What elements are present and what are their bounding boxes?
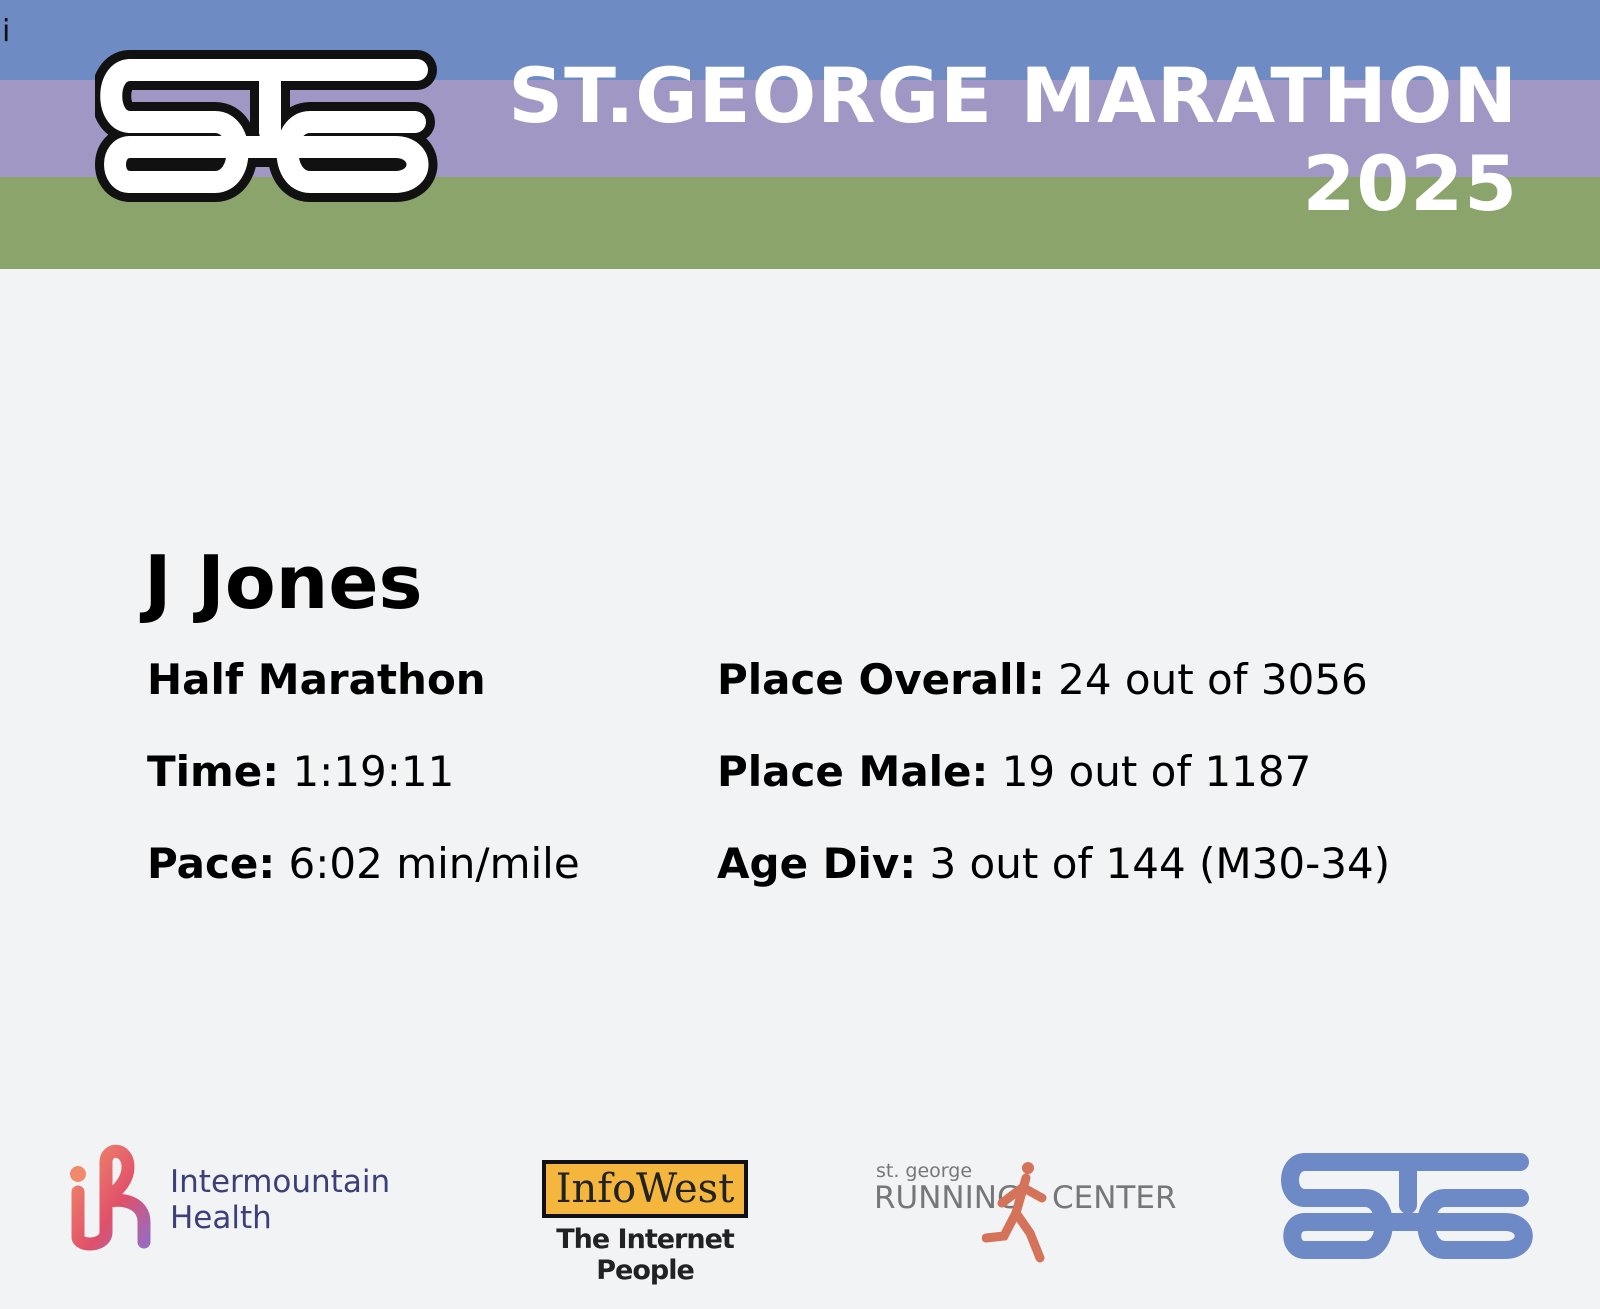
race-type-label: Half Marathon <box>147 655 486 704</box>
sponsor-intermountain: Intermountain Health <box>66 1142 390 1256</box>
place-overall: Place Overall: 24 out of 3056 <box>717 655 1368 704</box>
stg-logo <box>95 50 438 202</box>
running-left-text: RUNNING <box>874 1180 1021 1216</box>
text-cursor: i <box>2 14 11 49</box>
age-division: Age Div: 3 out of 144 (M30-34) <box>717 839 1390 888</box>
intermountain-line2: Health <box>170 1200 272 1236</box>
runner-name: J Jones <box>144 540 423 626</box>
sponsor-running-center: st. george RUNNING CENTER <box>874 1160 1194 1270</box>
age-div-label: Age Div: <box>717 839 917 888</box>
place-male-label: Place Male: <box>717 747 989 796</box>
pace-label: Pace: <box>147 839 276 888</box>
stg-logo-blue <box>1281 1153 1533 1259</box>
age-div-value: 3 out of 144 (M30-34) <box>929 839 1391 888</box>
time-label: Time: <box>147 747 280 796</box>
intermountain-mark-icon <box>70 1144 151 1251</box>
event-title-year: 2025 <box>1302 139 1518 228</box>
pace: Pace: 6:02 min/mile <box>147 839 580 888</box>
place-male-value: 19 out of 1187 <box>1001 747 1312 796</box>
pace-value: 6:02 min/mile <box>288 839 580 888</box>
intermountain-line1: Intermountain <box>170 1164 391 1200</box>
finish-time: Time: 1:19:11 <box>147 747 454 796</box>
sponsor-infowest: InfoWest The Internet People <box>505 1160 785 1286</box>
runner-icon <box>982 1162 1047 1263</box>
race-type: Half Marathon <box>147 655 486 704</box>
running-small-text: st. george <box>876 1160 973 1182</box>
time-value: 1:19:11 <box>292 747 455 796</box>
running-right-text: CENTER <box>1052 1180 1177 1216</box>
event-title-name: ST.GEORGE MARATHON <box>508 51 1518 140</box>
place-overall-label: Place Overall: <box>717 655 1045 704</box>
place-male: Place Male: 19 out of 1187 <box>717 747 1311 796</box>
infowest-logo: InfoWest <box>541 1160 749 1218</box>
place-overall-value: 24 out of 3056 <box>1058 655 1368 704</box>
infowest-tagline: The Internet People <box>556 1224 735 1286</box>
event-title: ST.GEORGE MARATHON 2025 <box>508 52 1518 228</box>
header-band-green <box>0 177 1600 269</box>
